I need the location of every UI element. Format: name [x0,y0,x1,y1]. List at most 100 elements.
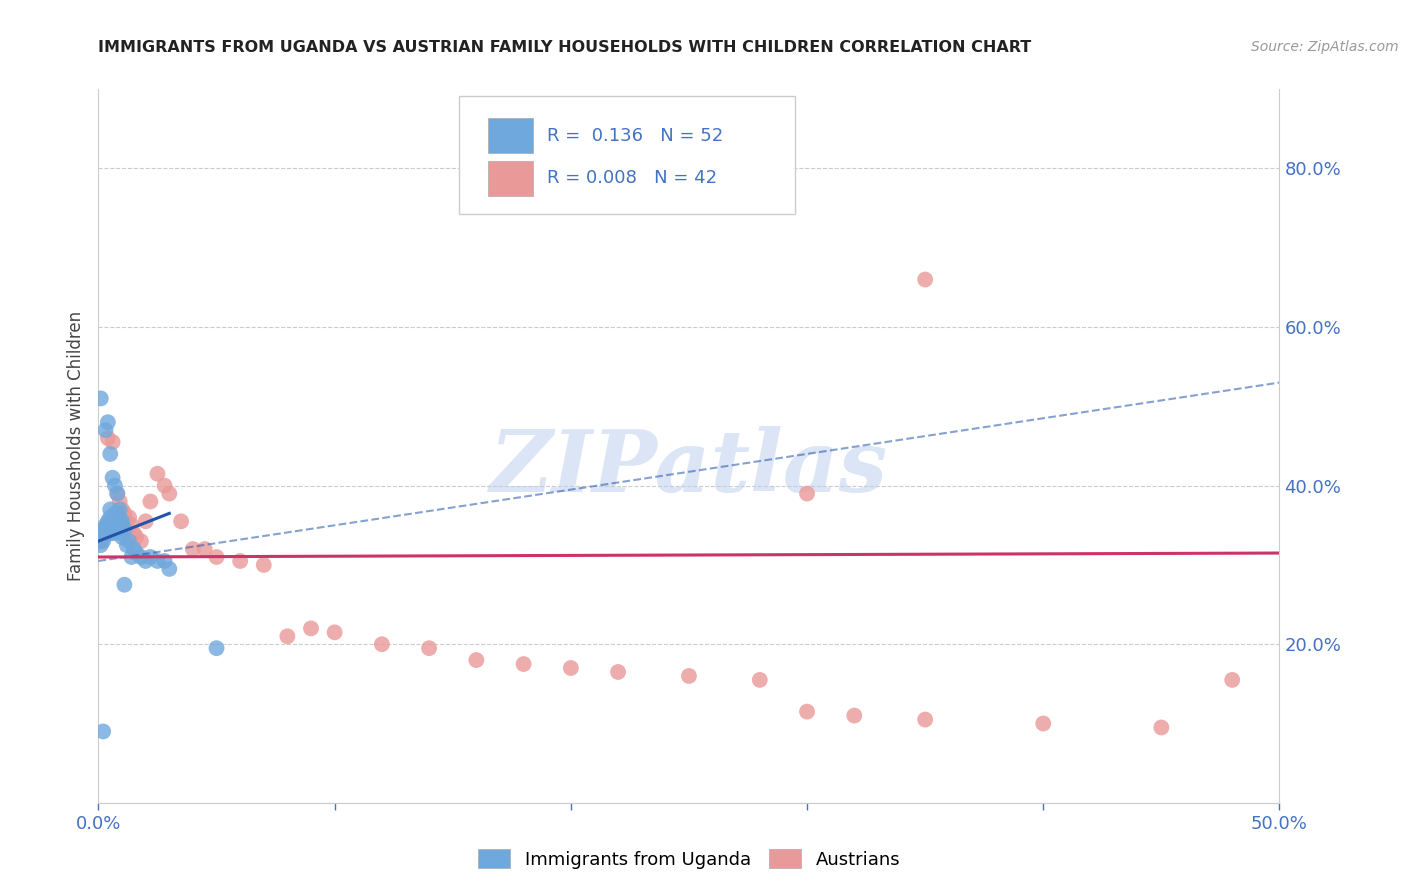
Point [129,549,152,564]
Point [94,423,117,437]
Point [105,486,128,500]
Point [101,514,124,528]
Text: IMMIGRANTS FROM UGANDA VS AUSTRIAN FAMILY HOUSEHOLDS WITH CHILDREN CORRELATION C: IMMIGRANTS FROM UGANDA VS AUSTRIAN FAMIL… [98,40,1032,55]
Point [153,478,176,492]
Point [90,392,112,406]
Point [115,538,138,552]
Point [90,530,112,544]
Text: Source: ZipAtlas.com: Source: ZipAtlas.com [1251,40,1399,54]
Point [748,673,770,687]
Point [253,558,276,572]
Point [914,713,936,727]
Point [914,272,936,286]
Point [512,657,534,671]
Point [112,507,135,521]
Point [94,518,117,533]
Point [299,621,322,635]
Point [796,705,818,719]
Point [97,514,120,528]
Point [111,518,134,533]
Point [91,724,114,739]
Point [115,514,138,528]
Point [90,538,112,552]
Point [91,526,114,541]
Point [98,526,121,541]
Point [101,471,124,485]
Point [91,534,114,549]
Text: R =  0.136   N = 52: R = 0.136 N = 52 [547,127,724,145]
Point [108,494,131,508]
Point [118,534,141,549]
Point [146,467,169,481]
Point [194,542,217,557]
Point [1032,716,1054,731]
Point [105,514,128,528]
Point [170,514,193,528]
Point [796,486,818,500]
Point [121,518,143,533]
Point [98,502,121,516]
Point [135,514,157,528]
Point [139,494,162,508]
Point [97,522,120,536]
Point [98,510,121,524]
Point [139,549,162,564]
Point [122,542,145,557]
Point [90,534,112,549]
Point [97,415,120,429]
Point [101,518,124,533]
Point [205,641,228,656]
Point [104,507,127,521]
Point [111,502,134,516]
Point [560,661,582,675]
Point [607,665,630,679]
Y-axis label: Family Households with Children: Family Households with Children [66,311,84,581]
Point [135,554,157,568]
Point [108,510,131,524]
Point [94,522,117,536]
FancyBboxPatch shape [458,96,796,214]
Point [157,562,180,576]
Point [101,435,124,450]
Point [98,447,121,461]
Point [108,526,131,541]
Point [205,549,228,564]
Point [97,431,120,445]
Point [104,478,127,492]
Text: R = 0.008   N = 42: R = 0.008 N = 42 [547,169,717,187]
Point [105,507,128,521]
Point [122,526,145,541]
Point [111,514,134,528]
Point [105,486,128,500]
Point [112,522,135,536]
Point [121,549,143,564]
Point [678,669,700,683]
Point [153,554,176,568]
Bar [488,161,533,195]
Text: ZIPatlas: ZIPatlas [489,425,889,509]
Point [111,530,134,544]
Point [323,625,346,640]
Point [371,637,394,651]
Point [229,554,252,568]
Point [112,578,135,592]
Point [157,486,180,500]
Point [844,708,866,723]
Point [276,629,298,643]
Point [91,530,114,544]
Point [146,554,169,568]
Legend: Immigrants from Uganda, Austrians: Immigrants from Uganda, Austrians [471,842,907,876]
Point [97,518,120,533]
Point [125,546,148,560]
Point [129,534,152,549]
Bar [488,119,533,153]
Point [118,510,141,524]
Point [91,522,114,536]
Point [108,502,131,516]
Point [1150,721,1173,735]
Point [101,526,124,541]
Point [465,653,488,667]
Point [418,641,440,656]
Point [181,542,204,557]
Point [104,514,127,528]
